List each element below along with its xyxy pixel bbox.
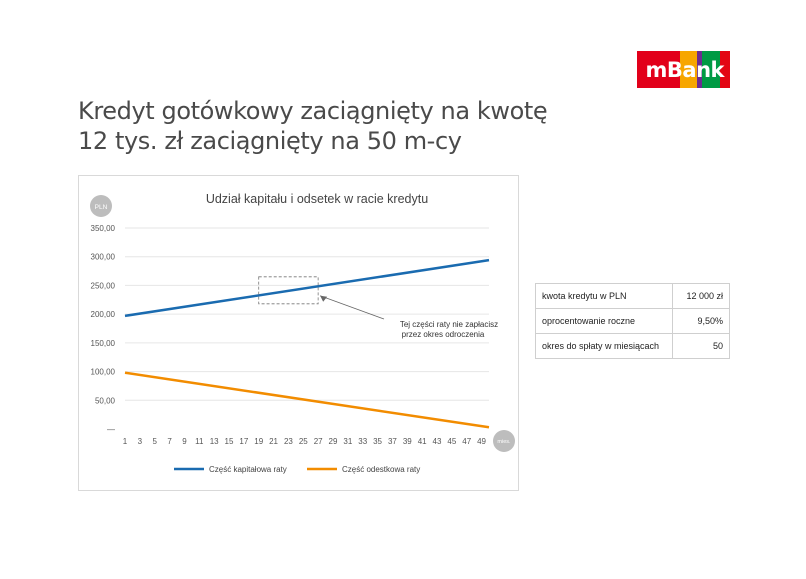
line-chart: Udział kapitału i odsetek w racie kredyt… bbox=[90, 192, 515, 474]
x-tick-label: 9 bbox=[182, 437, 187, 446]
param-value: 50 bbox=[672, 333, 730, 359]
legend-label: Część kapitałowa raty bbox=[209, 465, 287, 474]
x-tick-label: 11 bbox=[195, 437, 204, 446]
x-tick-label: 41 bbox=[418, 437, 427, 446]
loan-parameters-table: kwota kredytu w PLN 12 000 zł oprocentowan… bbox=[535, 283, 730, 359]
params-row: kwota kredytu w PLN 12 000 zł bbox=[535, 283, 730, 309]
logo-segment-purple bbox=[697, 51, 703, 88]
chart-panel: Udział kapitału i odsetek w racie kredyt… bbox=[78, 175, 519, 491]
logo-segment-orange bbox=[679, 51, 698, 88]
annotation-text-line1: Tej części raty nie zapłacisz bbox=[400, 320, 498, 329]
logo-segment-green bbox=[702, 51, 720, 88]
param-value: 12 000 zł bbox=[672, 283, 730, 309]
annotation-text-line2: przez okres odroczenia bbox=[402, 330, 485, 339]
legend-label: Część odestkowa raty bbox=[342, 465, 420, 474]
x-tick-label: 49 bbox=[477, 437, 486, 446]
y-tick-label: 350,00 bbox=[91, 224, 116, 233]
x-tick-label: 39 bbox=[403, 437, 412, 446]
logo-wordmark: mBank bbox=[645, 57, 725, 82]
x-tick-label: 25 bbox=[299, 437, 308, 446]
param-label: okres do spłaty w miesiącach bbox=[535, 333, 673, 359]
x-tick-label: 23 bbox=[284, 437, 293, 446]
x-tick-label: 1 bbox=[123, 437, 128, 446]
x-axis-unit: mies. bbox=[497, 439, 511, 445]
annotation-arrowhead bbox=[320, 295, 328, 302]
params-row: oprocentowanie roczne 9,50% bbox=[535, 308, 730, 334]
params-row: okres do spłaty w miesiącach 50 bbox=[535, 333, 730, 359]
x-tick-label: 7 bbox=[167, 437, 172, 446]
x-tick-label: 31 bbox=[343, 437, 352, 446]
x-tick-label: 29 bbox=[329, 437, 338, 446]
page-title-line2: 12 tys. zł zaciągnięty na 50 m-cy bbox=[78, 127, 462, 155]
x-tick-label: 17 bbox=[239, 437, 248, 446]
mbank-logo: mBank bbox=[637, 51, 730, 88]
y-tick-label: 300,00 bbox=[91, 253, 116, 262]
y-tick-label: — bbox=[107, 425, 115, 434]
page-title-line1: Kredyt gotówkowy zaciągnięty na kwotę bbox=[78, 97, 548, 125]
y-axis-unit: PLN bbox=[95, 204, 108, 211]
y-tick-label: 150,00 bbox=[91, 339, 116, 348]
x-tick-label: 33 bbox=[358, 437, 367, 446]
y-tick-label: 250,00 bbox=[91, 281, 116, 290]
x-tick-label: 19 bbox=[254, 437, 263, 446]
x-tick-label: 47 bbox=[462, 437, 471, 446]
x-tick-label: 13 bbox=[210, 437, 219, 446]
x-tick-label: 15 bbox=[225, 437, 234, 446]
annotation-box bbox=[258, 276, 319, 305]
y-tick-label: 100,00 bbox=[91, 368, 116, 377]
logo-segment-red bbox=[637, 51, 680, 88]
x-tick-label: 5 bbox=[152, 437, 157, 446]
x-tick-label: 27 bbox=[314, 437, 323, 446]
series-line-interest bbox=[124, 371, 490, 429]
x-tick-label: 45 bbox=[447, 437, 456, 446]
series-line-capital bbox=[124, 258, 490, 318]
y-tick-label: 50,00 bbox=[95, 396, 116, 405]
x-tick-label: 21 bbox=[269, 437, 278, 446]
annotation-leader bbox=[320, 295, 385, 320]
x-unit-badge bbox=[493, 430, 515, 452]
x-tick-label: 3 bbox=[138, 437, 143, 446]
page-title: Kredyt gotówkowy zaciągnięty na kwotę 12… bbox=[78, 96, 548, 156]
y-tick-label: 200,00 bbox=[91, 310, 116, 319]
param-label: kwota kredytu w PLN bbox=[535, 283, 673, 309]
x-tick-label: 43 bbox=[433, 437, 442, 446]
logo-segment-red-end bbox=[719, 51, 730, 88]
x-tick-label: 35 bbox=[373, 437, 382, 446]
param-value: 9,50% bbox=[672, 308, 730, 334]
chart-title: Udział kapitału i odsetek w racie kredyt… bbox=[206, 192, 428, 206]
y-unit-badge bbox=[90, 195, 112, 217]
x-tick-label: 37 bbox=[388, 437, 397, 446]
param-label: oprocentowanie roczne bbox=[535, 308, 673, 334]
